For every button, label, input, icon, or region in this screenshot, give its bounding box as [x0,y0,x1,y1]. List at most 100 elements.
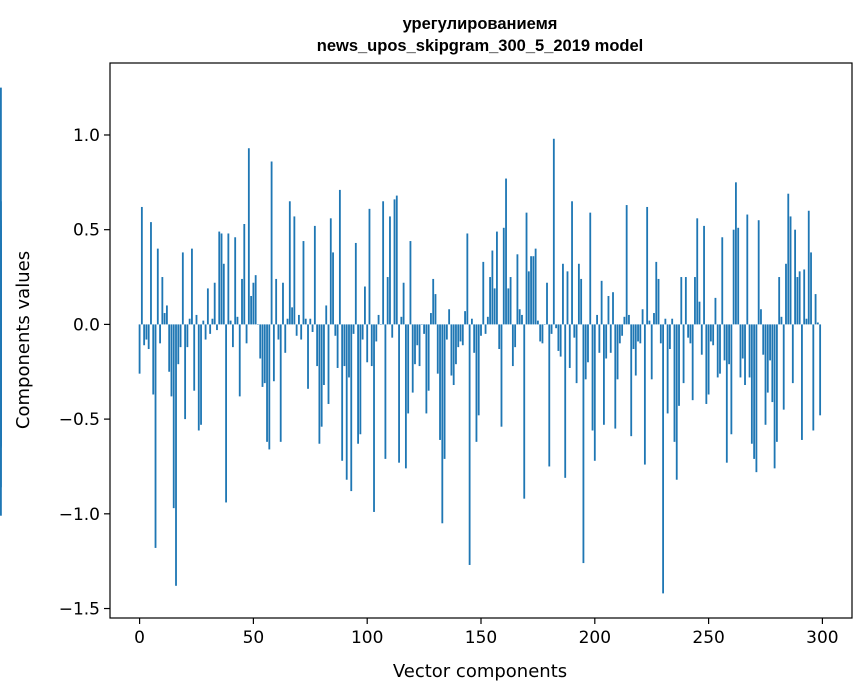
bar [648,320,651,325]
bar [181,252,184,325]
bar [550,324,553,334]
bar [284,324,287,353]
bar [209,324,212,334]
bar [332,252,334,325]
y-tick-label: 0.5 [73,221,100,241]
bar [304,318,307,325]
bar [352,324,355,334]
bar [163,313,166,325]
bar [275,278,278,325]
bar [161,277,164,325]
bar [404,324,407,469]
bar [204,324,207,340]
bar [202,320,205,325]
bar [455,324,457,365]
bar [307,324,309,389]
bar [261,324,264,387]
bar [245,324,248,344]
bar [152,324,155,395]
bar [402,282,405,325]
bar [184,324,187,420]
bar [279,324,282,442]
bar [723,324,726,361]
bar [744,324,746,386]
bar [664,318,667,325]
bar [607,295,610,325]
y-tick-label: 0.0 [73,315,100,335]
bar [741,324,744,359]
bar [177,324,180,365]
bar [150,222,152,325]
bar [0,87,2,325]
bar [566,271,569,325]
bar [803,269,806,325]
bar [580,278,583,325]
bar [598,324,601,353]
bar [250,295,253,325]
bar [696,218,699,325]
bar [728,324,730,365]
bar [596,314,598,325]
bar [769,324,771,361]
y-tick-label: −1.0 [59,505,100,525]
bar [427,324,430,391]
y-axis: −1.5 −1.0 −0.5 0.0 0.5 1.0 [59,126,110,620]
bar [671,318,674,325]
bar [787,193,790,325]
bar [584,324,587,380]
bar [448,309,451,325]
bar [694,277,696,325]
bar [653,313,655,325]
bar [418,324,421,367]
bars-group [0,87,822,594]
bar [370,324,373,367]
bar [197,324,200,431]
bar [505,178,507,325]
bar [288,201,291,325]
bar [682,324,685,384]
bar [375,324,378,342]
bar [571,201,573,325]
bar [657,278,660,325]
bar [384,324,387,459]
bar [293,216,296,325]
x-tick-label: 0 [134,628,145,648]
bar [593,324,596,461]
bar [707,324,710,395]
bar [655,261,658,325]
bar [254,275,257,325]
bar [705,324,708,404]
bar [600,280,603,325]
bar [145,324,148,340]
bar [546,282,548,325]
bar [775,324,778,442]
bar [263,324,266,384]
bar [377,314,380,325]
bar [805,318,808,325]
bar [700,324,703,355]
bar [525,212,528,325]
bar [411,324,414,393]
bar [143,324,146,346]
bar [366,324,369,363]
bar [521,314,523,325]
bar [816,322,819,325]
bar [714,297,717,325]
bar [732,229,735,325]
bar [798,271,801,325]
bar [639,324,642,344]
bar [789,216,792,325]
bar [238,324,241,397]
bar [500,324,503,427]
bar [186,324,189,348]
y-axis-label: Components values [13,251,34,429]
bar [625,205,628,325]
x-axis: 0 50 100 150 200 250 300 [134,618,839,648]
bar [414,324,416,365]
bar [659,324,662,344]
bar [218,231,221,325]
bar [518,309,521,325]
bar [211,318,214,325]
bar [680,277,683,325]
bar [368,208,371,325]
